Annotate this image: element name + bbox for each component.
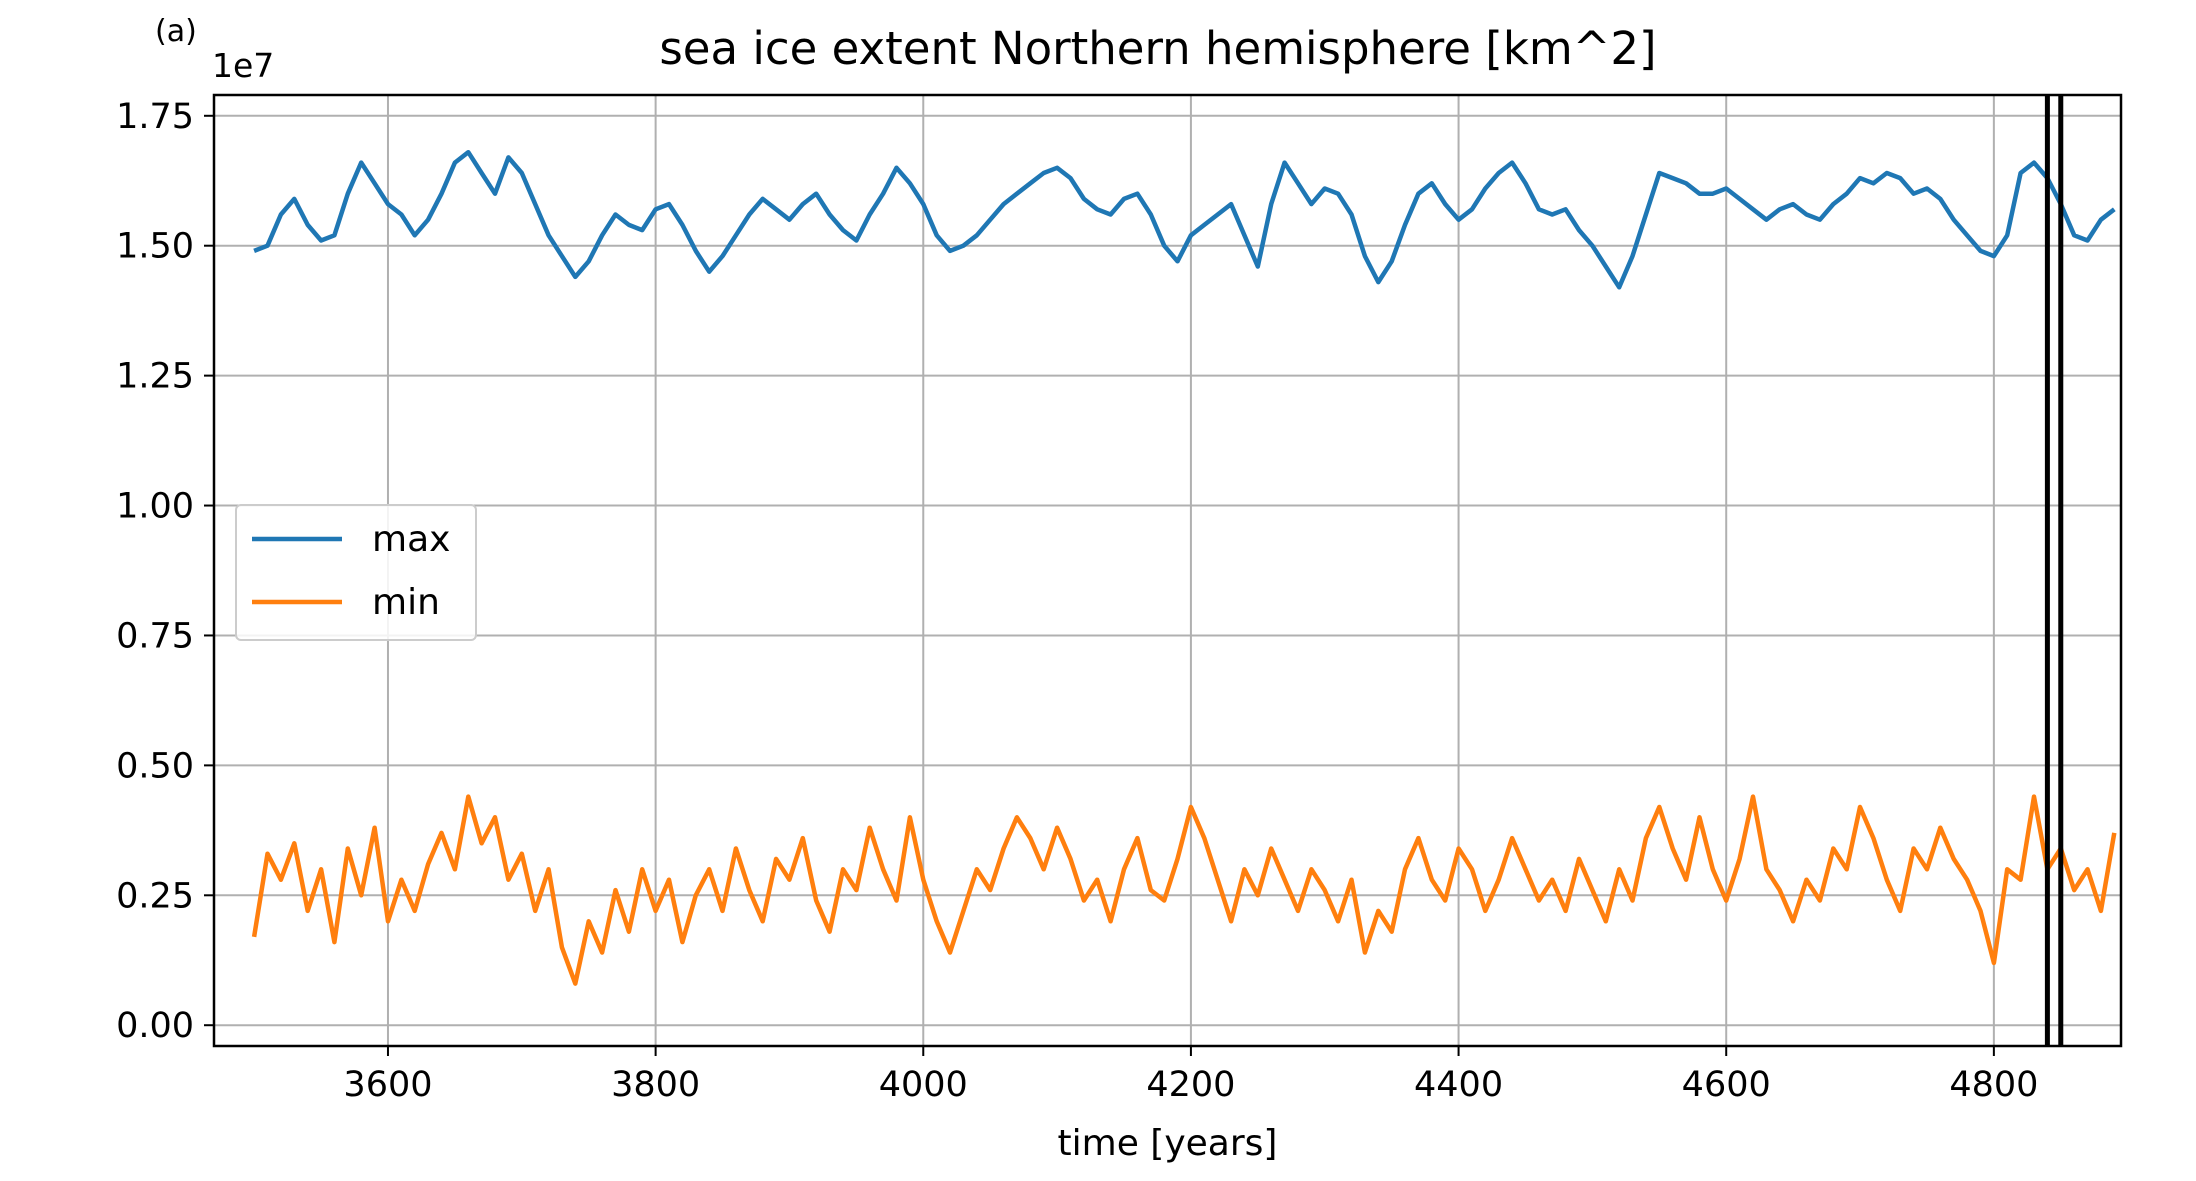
legend-label-min: min <box>372 582 440 623</box>
x-tick-label: 4600 <box>1682 1065 1771 1105</box>
y-offset-label: 1e7 <box>212 46 275 85</box>
y-tick-label: 0.75 <box>116 616 194 656</box>
vertical-markers <box>2044 95 2064 1046</box>
panel-label: (a) <box>155 14 197 49</box>
x-tick-label: 4200 <box>1146 1065 1235 1105</box>
x-tick-label: 3600 <box>343 1065 432 1105</box>
y-tick-label: 1.25 <box>116 357 194 397</box>
x-tick-label: 4000 <box>879 1065 968 1105</box>
y-tick-label: 1.50 <box>116 227 194 267</box>
x-axis-label: time [years] <box>1057 1123 1278 1164</box>
series-line-min <box>251 794 2117 986</box>
grid-lines <box>214 95 2121 1046</box>
x-tick-label: 3800 <box>611 1065 700 1105</box>
x-tick-label: 4400 <box>1414 1065 1503 1105</box>
y-tick-label: 0.00 <box>116 1006 194 1046</box>
y-tick-label: 1.75 <box>116 97 194 137</box>
x-tick-label: 4800 <box>1949 1065 2038 1105</box>
chart-title: sea ice extent Northern hemisphere [km^2… <box>659 22 1657 75</box>
legend-label-max: max <box>372 519 450 560</box>
series-layer <box>251 149 2117 986</box>
y-tick-label: 1.00 <box>116 487 194 527</box>
plot-frame <box>212 93 2123 1048</box>
legend: max min <box>235 504 477 641</box>
series-line-max <box>253 149 2116 290</box>
y-tick-label: 0.25 <box>116 876 194 916</box>
axis-ticks: 3600 3800 4000 4200 4400 4600 4800 0.00 0.25 0.50… <box>116 97 2038 1105</box>
y-tick-label: 0.50 <box>116 746 194 786</box>
